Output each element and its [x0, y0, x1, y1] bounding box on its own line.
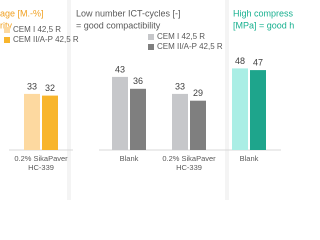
legend-swatch	[4, 37, 10, 43]
x-tick-label: 0.2% SikaPaver HC-339	[14, 154, 68, 172]
bar	[190, 100, 206, 150]
bar	[24, 93, 40, 150]
bar	[172, 93, 188, 150]
legend-swatch	[148, 34, 154, 40]
data-label: 36	[133, 76, 143, 86]
bar	[112, 76, 128, 150]
legend-label: CEM I 42,5 R	[157, 32, 205, 41]
chart-title: [MPa] = good h	[233, 20, 294, 30]
data-label: 32	[45, 83, 55, 93]
legend-label: CEM II/A-P 42,5 R	[157, 42, 223, 51]
chart-title: = good compactibility	[76, 20, 161, 30]
category-label: 0.2% SikaPaver HC-339	[162, 154, 216, 172]
chart-title: High compress	[233, 8, 294, 18]
data-label: 43	[115, 64, 125, 74]
panel	[71, 0, 225, 200]
category-label: Blank	[239, 154, 259, 163]
x-tick-label: Blank	[239, 154, 259, 163]
data-label: 33	[27, 81, 37, 91]
chart: age [M.-%] rity 0.2% SikaPaver HC-339 33 32 C…	[0, 0, 300, 200]
bar	[130, 88, 146, 150]
data-label: 47	[253, 57, 263, 67]
category-label: 0.2% SikaPaver HC-339	[14, 154, 68, 172]
x-tick-label: 0.2% SikaPaver HC-339	[162, 154, 216, 172]
bar	[232, 68, 248, 150]
data-label: 29	[193, 88, 203, 98]
x-tick-label: Blank	[119, 154, 139, 163]
chart-title: Low number ICT-cycles [-]	[76, 8, 181, 18]
legend-label: CEM II/A-P 42,5 R	[13, 35, 79, 44]
data-label: 48	[235, 56, 245, 66]
chart-title: age [M.-%]	[0, 8, 44, 18]
bar	[250, 70, 266, 150]
category-label: Blank	[119, 154, 139, 163]
data-label: 33	[175, 81, 185, 91]
legend-swatch	[4, 27, 10, 33]
bar	[42, 95, 58, 150]
chart-title: rity	[0, 20, 12, 30]
legend-swatch	[148, 44, 154, 50]
legend-label: CEM I 42,5 R	[13, 25, 61, 34]
